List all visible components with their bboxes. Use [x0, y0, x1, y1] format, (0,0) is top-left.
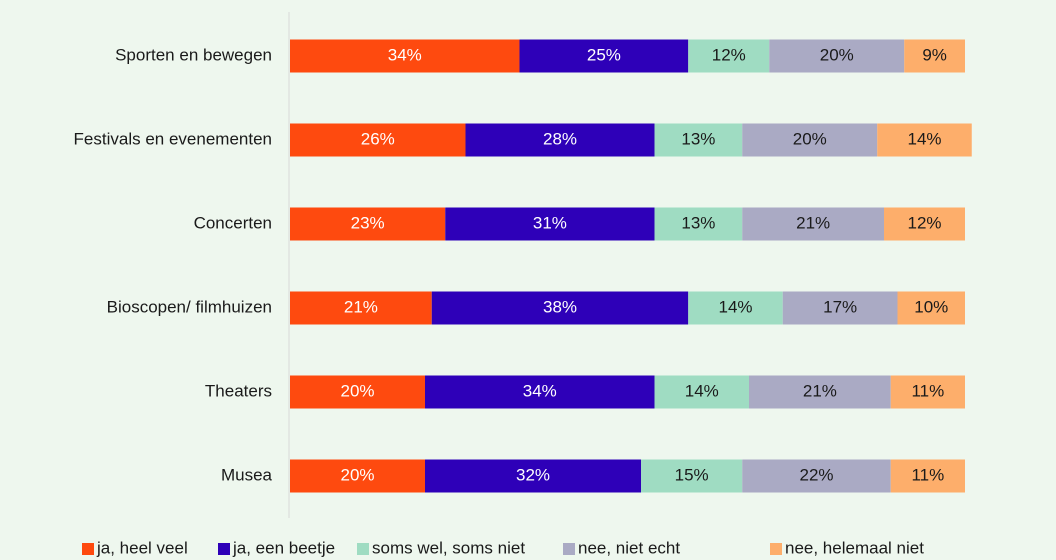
- value-label: 10%: [914, 297, 948, 316]
- value-label: 28%: [543, 129, 577, 148]
- bar-segment: [688, 39, 770, 73]
- value-label: 34%: [388, 45, 422, 64]
- value-label: 25%: [587, 45, 621, 64]
- category-label: Festivals en evenementen: [74, 129, 272, 148]
- bar-segment: [654, 207, 743, 241]
- value-label: 20%: [340, 465, 374, 484]
- bar-segment: [654, 375, 749, 409]
- bar-segment: [782, 291, 898, 325]
- bar-segment: [890, 375, 965, 409]
- bar-segment: [290, 375, 425, 409]
- value-label: 13%: [681, 129, 715, 148]
- value-label: 23%: [351, 213, 385, 232]
- bar-segment: [897, 291, 965, 325]
- bar-segment: [425, 459, 641, 493]
- legend-label: nee, niet echt: [578, 538, 680, 557]
- value-label: 26%: [361, 129, 395, 148]
- value-label: 12%: [907, 213, 941, 232]
- value-label: 21%: [803, 381, 837, 400]
- bar-segment: [641, 459, 743, 493]
- category-label: Sporten en bewegen: [115, 45, 272, 64]
- value-label: 21%: [344, 297, 378, 316]
- bar-segment: [742, 459, 891, 493]
- value-label: 14%: [907, 129, 941, 148]
- value-label: 21%: [796, 213, 830, 232]
- bar-segment: [431, 291, 689, 325]
- bar-segment: [519, 39, 689, 73]
- legend-label: soms wel, soms niet: [372, 538, 525, 557]
- legend-label: ja, een beetje: [232, 538, 335, 557]
- bar-segment: [688, 291, 783, 325]
- bar-segment: [290, 123, 466, 157]
- value-label: 22%: [799, 465, 833, 484]
- legend-label: nee, helemaal niet: [785, 538, 924, 557]
- bar-segment: [425, 375, 655, 409]
- bar-segment: [290, 207, 446, 241]
- value-label: 11%: [911, 381, 944, 400]
- value-label: 20%: [793, 129, 827, 148]
- bar-segment: [904, 39, 965, 73]
- value-label: 31%: [533, 213, 567, 232]
- bar-segment: [445, 207, 655, 241]
- bar-segment: [877, 123, 972, 157]
- value-label: 13%: [681, 213, 715, 232]
- category-label: Bioscopen/ filmhuizen: [107, 297, 272, 316]
- category-label: Concerten: [194, 213, 272, 232]
- legend-swatch: [218, 543, 230, 555]
- value-label: 9%: [922, 45, 947, 64]
- bar-segment: [465, 123, 655, 157]
- bar-segment: [290, 291, 432, 325]
- bar-segment: [742, 123, 878, 157]
- legend-swatch: [770, 543, 782, 555]
- category-label: Theaters: [205, 381, 272, 400]
- value-label: 34%: [523, 381, 557, 400]
- value-label: 14%: [718, 297, 752, 316]
- value-label: 11%: [911, 465, 944, 484]
- legend-swatch: [357, 543, 369, 555]
- value-label: 32%: [516, 465, 550, 484]
- value-label: 15%: [675, 465, 709, 484]
- bar-segment: [742, 207, 884, 241]
- value-label: 20%: [820, 45, 854, 64]
- bar-segment: [884, 207, 965, 241]
- legend-swatch: [82, 543, 94, 555]
- legend-label: ja, heel veel: [96, 538, 188, 557]
- category-label: Musea: [221, 465, 273, 484]
- bar-segment: [749, 375, 891, 409]
- value-label: 17%: [823, 297, 857, 316]
- value-label: 38%: [543, 297, 577, 316]
- value-label: 20%: [340, 381, 374, 400]
- bar-segment: [290, 39, 520, 73]
- legend-swatch: [563, 543, 575, 555]
- value-label: 14%: [685, 381, 719, 400]
- bar-segment: [290, 459, 425, 493]
- bar-segment: [890, 459, 965, 493]
- value-label: 12%: [712, 45, 746, 64]
- bar-segment: [654, 123, 743, 157]
- bar-segment: [769, 39, 905, 73]
